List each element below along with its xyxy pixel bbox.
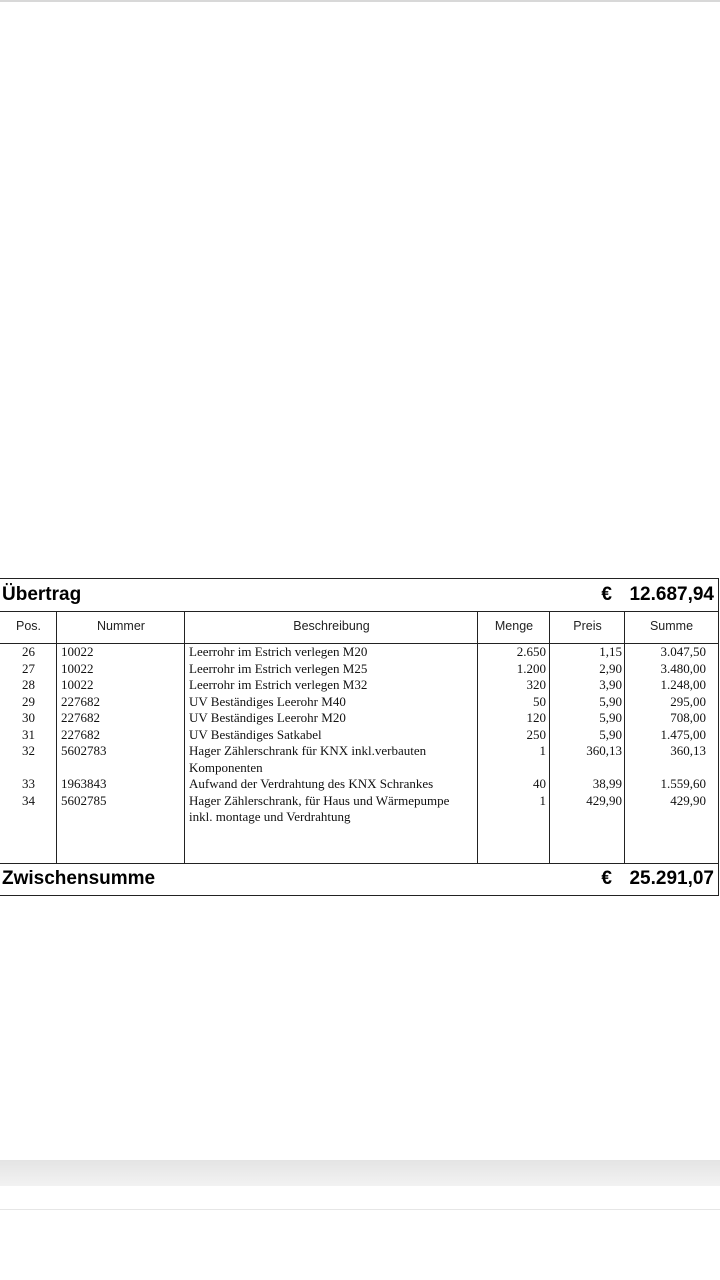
header-menge: Menge <box>494 619 534 633</box>
description-line: UV Beständiges Leerohr M40 <box>189 693 346 709</box>
pos-cell: 33 <box>22 776 35 791</box>
preis-cell: 5,90 <box>599 693 622 709</box>
invoice-table: Übertrag € 12.687,94 Pos. Nummer Beschre… <box>0 578 719 896</box>
column-divider <box>0 612 57 863</box>
nummer-cell: 227682 <box>61 693 100 709</box>
table-row: 32 5602783 Hager Zählerschrank für KNX ink… <box>0 743 718 776</box>
description-line: UV Beständiges Leerohr M20 <box>189 710 346 725</box>
menge-cell: 50 <box>533 693 546 709</box>
menge-cell: 1 <box>539 743 547 758</box>
description-line: Hager Zählerschrank für KNX inkl.verbaut… <box>189 743 427 758</box>
header-nummer: Nummer <box>97 619 145 633</box>
pos-cell: 31 <box>22 726 35 742</box>
nummer-cell: 227682 <box>61 726 100 742</box>
nummer-cell: 10022 <box>61 644 94 659</box>
nummer-cell: 10022 <box>61 660 94 676</box>
table-row: 26 10022 Leerrohr im Estrich verlegen M20 2… <box>0 644 718 661</box>
pos-cell: 29 <box>22 693 35 709</box>
nummer-cell: 5602785 <box>61 792 107 808</box>
column-divider <box>0 612 550 863</box>
preis-cell: 38,99 <box>592 776 622 791</box>
subtotal-amount: 25.291,07 <box>629 868 714 889</box>
summe-cell: 360,13 <box>670 743 706 758</box>
description-line: inkl. montage und Verdrahtung <box>189 809 351 824</box>
menge-cell: 1 <box>539 792 547 808</box>
menge-cell: 40 <box>533 776 546 791</box>
summe-cell: 708,00 <box>670 710 706 725</box>
header-summe: Summe <box>649 619 694 633</box>
menge-cell: 120 <box>526 710 547 725</box>
preis-cell: 5,90 <box>599 726 622 742</box>
page-bottom-edge <box>0 1160 720 1186</box>
carry-over-currency: € <box>601 584 612 605</box>
description-line: UV Beständiges Satkabel <box>189 726 322 742</box>
nummer-cell: 1963843 <box>61 776 107 791</box>
column-divider <box>0 612 185 863</box>
table-row: 30 227682 UV Beständiges Leerohr M20 120 5,9… <box>0 710 718 727</box>
table-header <box>0 612 718 644</box>
top-edge <box>0 0 720 2</box>
summe-cell: 429,90 <box>670 792 706 808</box>
pos-cell: 27 <box>22 660 35 676</box>
summe-cell: 3.047,50 <box>660 644 707 659</box>
summe-cell: 1.559,60 <box>660 776 707 791</box>
menge-cell: 2.650 <box>516 644 546 659</box>
pos-cell: 32 <box>22 743 35 758</box>
description-line: Aufwand der Verdrahtung des KNX Schranke… <box>189 776 434 791</box>
header-beschreibung: Beschreibung <box>293 619 370 633</box>
subtotal-currency: € <box>601 868 612 889</box>
description-line: Leerrohr im Estrich verlegen M25 <box>189 660 368 676</box>
description-line: Komponenten <box>189 759 263 775</box>
summe-cell: 1.248,00 <box>660 677 707 692</box>
menge-cell: 1.200 <box>516 660 546 676</box>
preis-cell: 1,15 <box>599 644 622 659</box>
summe-cell: 1.475,00 <box>660 726 707 742</box>
preis-cell: 360,13 <box>586 743 622 758</box>
table-row: 33 1963843 Aufwand der Verdrahtung des KNX… <box>0 776 718 793</box>
preis-cell: 2,90 <box>599 660 622 676</box>
menge-cell: 250 <box>526 726 547 742</box>
column-divider <box>0 612 625 863</box>
description-line: Hager Zählerschrank, für Haus und Wärmep… <box>189 792 450 808</box>
table-row: 27 10022 Leerrohr im Estrich verlegen M25 1… <box>0 661 718 678</box>
divider <box>0 1209 720 1210</box>
pos-cell: 28 <box>22 677 35 692</box>
menge-cell: 320 <box>526 677 547 692</box>
pos-cell: 34 <box>22 792 35 808</box>
table-row: 29 227682 UV Beständiges Leerohr M40 50 5,90… <box>0 694 718 711</box>
preis-cell: 429,90 <box>586 792 622 808</box>
description-line: Leerrohr im Estrich verlegen M32 <box>189 677 368 692</box>
carry-over-row: Übertrag € 12.687,94 <box>0 579 718 612</box>
table-row: 31 227682 UV Beständiges Satkabel 250 5,90 1.… <box>0 727 718 744</box>
description-line: Leerrohr im Estrich verlegen M20 <box>189 644 368 659</box>
table-row: 34 5602785 Hager Zählerschrank, für Haus u… <box>0 793 718 826</box>
table-body: 26 10022 Leerrohr im Estrich verlegen M20 2… <box>0 644 718 826</box>
nummer-cell: 227682 <box>61 710 100 725</box>
summe-cell: 295,00 <box>670 693 706 709</box>
pos-cell: 26 <box>22 644 35 659</box>
carry-over-label: Übertrag <box>2 584 82 605</box>
header-pos: Pos. <box>15 619 41 633</box>
subtotal-row: Zwischensumme € 25.291,07 <box>0 863 718 895</box>
subtotal-label: Zwischensumme <box>2 868 156 889</box>
pos-cell: 30 <box>22 710 35 725</box>
preis-cell: 3,90 <box>599 677 622 692</box>
column-divider <box>0 612 478 863</box>
nummer-cell: 10022 <box>61 677 94 692</box>
carry-over-amount: 12.687,94 <box>629 584 714 605</box>
nummer-cell: 5602783 <box>61 743 107 758</box>
summe-cell: 3.480,00 <box>660 660 707 676</box>
preis-cell: 5,90 <box>599 710 622 725</box>
table-row: 28 10022 Leerrohr im Estrich verlegen M32 3… <box>0 677 718 694</box>
header-preis: Preis <box>573 619 602 633</box>
